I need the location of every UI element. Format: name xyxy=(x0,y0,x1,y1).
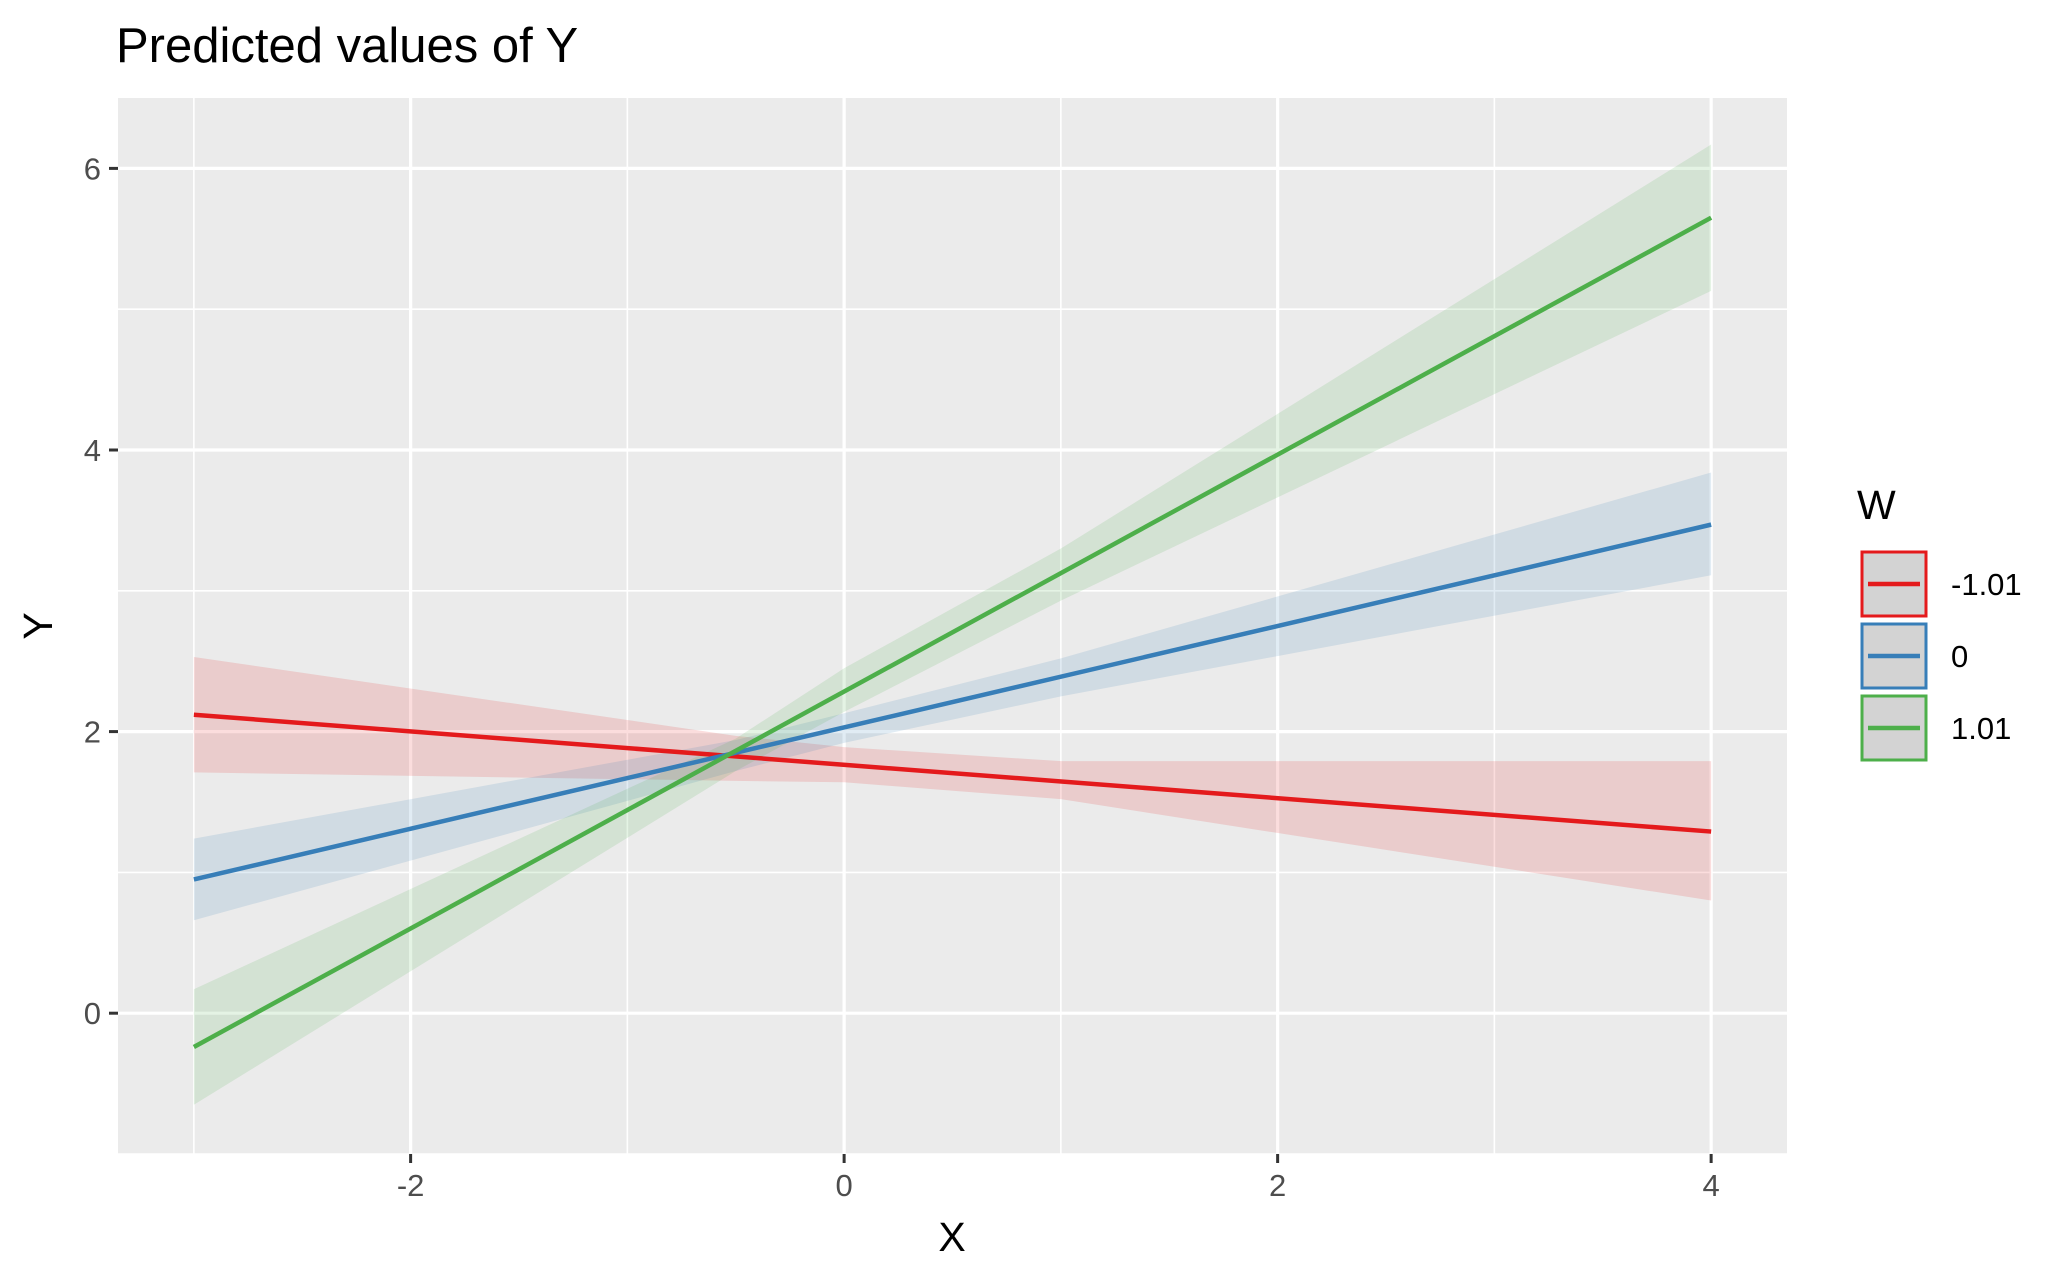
x-axis-title: X xyxy=(938,1214,965,1260)
grid-minor xyxy=(118,98,1787,1155)
legend-label: 1.01 xyxy=(1951,711,2011,746)
x-axis: -2 0 2 4 xyxy=(397,1154,1720,1203)
ci-ribbon-0 xyxy=(193,472,1712,921)
legend-title: W xyxy=(1857,482,1896,528)
plot-panel xyxy=(118,98,1787,1154)
legend-label: -1.01 xyxy=(1951,567,2022,602)
ci-ribbon-1.01 xyxy=(193,144,1712,1105)
series-lines xyxy=(192,215,1713,1049)
x-tick-label: 4 xyxy=(1703,1168,1720,1203)
y-axis-title: Y xyxy=(15,612,61,639)
x-tick-label: 0 xyxy=(835,1168,852,1203)
series-line-0 xyxy=(193,522,1712,882)
legend-keys: -1.01 0 1.01 xyxy=(1860,550,2022,762)
ci-ribbon--1.01 xyxy=(193,656,1712,901)
x-tick-label: 2 xyxy=(1269,1168,1286,1203)
y-tick-label: 6 xyxy=(84,151,101,186)
y-tick-label: 0 xyxy=(84,996,101,1031)
y-tick-label: 4 xyxy=(84,433,101,468)
legend-label: 0 xyxy=(1951,639,1968,674)
y-tick-label: 2 xyxy=(84,715,101,750)
x-tick-label: -2 xyxy=(397,1168,425,1203)
series-line--1.01 xyxy=(193,712,1712,834)
y-axis: 0 2 4 6 xyxy=(84,151,118,1031)
chart-title: Predicted values of Y xyxy=(116,19,578,73)
ribbons xyxy=(193,144,1712,1105)
series-line-1.01 xyxy=(192,215,1713,1049)
legend: W -1.01 0 1.01 xyxy=(1857,482,2022,762)
